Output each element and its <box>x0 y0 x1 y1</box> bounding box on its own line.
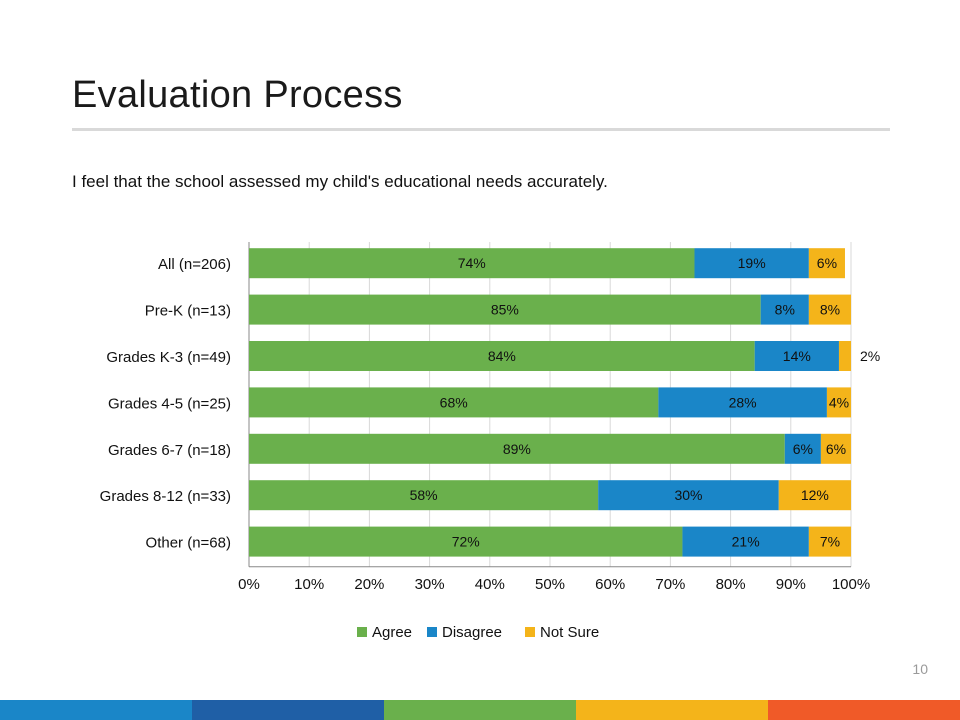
category-label: All (n=206) <box>158 256 231 273</box>
category-label: Pre-K (n=13) <box>145 303 231 320</box>
x-tick-label: 50% <box>535 576 565 593</box>
data-label: 12% <box>801 487 829 503</box>
bar-segment-agree <box>249 387 659 418</box>
data-label: 19% <box>738 255 766 271</box>
data-label: 2% <box>860 348 880 364</box>
x-tick-label: 100% <box>832 576 870 593</box>
bar-segment-disagree <box>682 526 809 557</box>
data-label: 7% <box>820 534 840 550</box>
category-label: Other (n=68) <box>146 535 231 552</box>
data-label: 4% <box>829 394 849 410</box>
data-label: 72% <box>452 534 480 550</box>
bar-segment-agree <box>249 480 599 511</box>
survey-question: I feel that the school assessed my child… <box>72 172 608 191</box>
slide-title: Evaluation Process <box>72 74 403 116</box>
x-tick-label: 20% <box>354 576 384 593</box>
legend-label: Agree <box>372 624 412 641</box>
footer-segment-2 <box>192 700 384 720</box>
data-label: 89% <box>503 441 531 457</box>
bar-segment-disagree <box>784 433 821 464</box>
bar-segment-agree <box>249 526 683 557</box>
bar-segment-not-sure <box>808 294 851 325</box>
data-label: 6% <box>826 441 846 457</box>
data-label: 84% <box>488 348 516 364</box>
x-tick-label: 10% <box>294 576 324 593</box>
bar-segment-agree <box>249 294 761 325</box>
data-label: 14% <box>783 348 811 364</box>
bar-segment-disagree <box>598 480 779 511</box>
x-tick-label: 70% <box>655 576 685 593</box>
x-tick-label: 90% <box>776 576 806 593</box>
bar-segment-disagree <box>694 248 809 279</box>
bar-segment-disagree <box>754 341 839 371</box>
category-label: Grades 6-7 (n=18) <box>108 442 231 459</box>
bar-segment-not-sure <box>808 526 851 557</box>
bar-segment-not-sure <box>808 248 845 279</box>
data-label: 28% <box>729 394 757 410</box>
bar-segment-agree <box>249 248 695 279</box>
bar-segment-not-sure <box>820 433 851 464</box>
legend-swatch <box>525 627 535 637</box>
data-label: 30% <box>674 487 702 503</box>
bar-segment-not-sure <box>826 387 851 418</box>
bar-segment-agree <box>249 433 785 464</box>
legend-swatch <box>357 627 367 637</box>
data-label: 6% <box>793 441 813 457</box>
x-tick-label: 80% <box>716 576 746 593</box>
category-label: Grades K-3 (n=49) <box>106 349 231 366</box>
data-label: 8% <box>820 302 840 318</box>
legend-swatch <box>427 627 437 637</box>
x-tick-label: 60% <box>595 576 625 593</box>
data-label: 21% <box>732 534 760 550</box>
title-divider <box>72 128 890 131</box>
data-label: 74% <box>458 255 486 271</box>
footer-segment-4 <box>576 700 768 720</box>
legend-label: Disagree <box>442 624 502 641</box>
stacked-bar-chart: All (n=206) 74% 19% 6% Pre-K (n=13) 85% 8% 8% Gr… <box>100 242 880 641</box>
data-label: 85% <box>491 302 519 318</box>
category-label: Grades 4-5 (n=25) <box>108 395 231 412</box>
data-label: 68% <box>440 394 468 410</box>
legend-label: Not Sure <box>540 624 599 641</box>
bar-segment-disagree <box>760 294 809 325</box>
x-tick-label: 40% <box>475 576 505 593</box>
data-label: 6% <box>817 255 837 271</box>
footer-color-bar <box>0 700 960 720</box>
bar-segment-not-sure <box>778 480 851 511</box>
bar-segment-not-sure <box>838 341 851 371</box>
x-tick-label: 0% <box>238 576 260 593</box>
footer-segment-3 <box>384 700 576 720</box>
x-tick-label: 30% <box>415 576 445 593</box>
bar-segment-disagree <box>658 387 827 418</box>
data-label: 58% <box>410 487 438 503</box>
category-label: Grades 8-12 (n=33) <box>100 488 231 505</box>
bar-segment-agree <box>249 341 755 371</box>
footer-segment-5 <box>768 700 960 720</box>
data-label: 8% <box>775 302 795 318</box>
footer-segment-1 <box>0 700 192 720</box>
page-number: 10 <box>912 661 928 677</box>
